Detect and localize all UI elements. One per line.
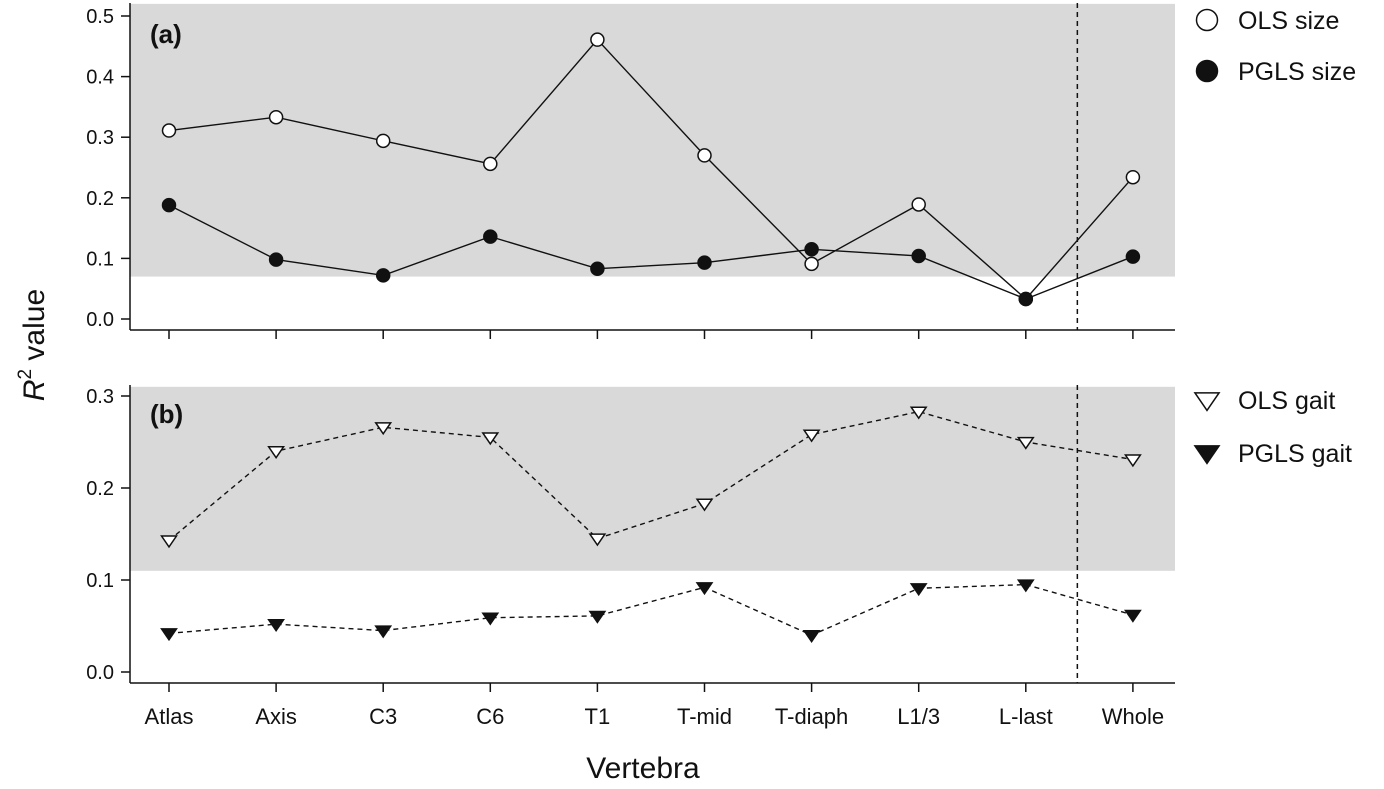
data-point — [483, 229, 498, 244]
y-tick-label: 0.1 — [86, 248, 114, 270]
data-point — [375, 268, 391, 283]
data-point — [1124, 609, 1142, 623]
legend-item: PGLS size — [1195, 58, 1356, 86]
series-line — [168, 583, 1134, 636]
y-axis-title-superscript: 2 — [15, 369, 36, 380]
legend-item: PGLS gait — [1193, 440, 1352, 468]
y-tick-label: 0.0 — [86, 662, 114, 684]
data-point — [804, 256, 819, 272]
data-point — [590, 261, 605, 276]
data-point — [1018, 291, 1034, 307]
data-point — [160, 535, 178, 549]
data-point — [804, 242, 819, 257]
data-point — [909, 406, 928, 420]
data-point — [374, 422, 393, 436]
data-point — [1016, 579, 1035, 593]
data-point — [483, 156, 498, 172]
x-tick-label: L-last — [999, 704, 1053, 729]
legend-marker — [1195, 8, 1219, 32]
legend-marker — [1193, 445, 1221, 465]
legend-item: OLS size — [1195, 7, 1339, 35]
data-point — [590, 32, 605, 47]
data-point — [375, 133, 391, 149]
x-tick-label: L1/3 — [897, 704, 940, 729]
significance-band — [130, 386, 1175, 571]
data-point — [268, 252, 284, 267]
y-tick-label: 0.4 — [86, 67, 114, 89]
x-tick-label: T1 — [585, 704, 611, 729]
data-point — [697, 255, 712, 270]
data-point — [695, 582, 714, 596]
data-point — [374, 625, 393, 639]
data-point — [911, 197, 926, 212]
y-axis-title: R2 value — [15, 289, 51, 401]
data-point — [161, 123, 177, 138]
panel-label: (a) — [150, 19, 182, 49]
data-point — [161, 197, 177, 213]
x-axis-tick-labels: Atlas Axis C3 C6 T1 T-mid T-diaph L1/3 L-last Who… — [145, 704, 1165, 729]
legend-marker — [1195, 59, 1219, 83]
y-axis-title-symbol: R — [18, 379, 51, 401]
data-point — [588, 533, 607, 547]
significance-band — [130, 3, 1175, 277]
x-tick-label: C3 — [369, 704, 397, 729]
data-point — [1016, 436, 1035, 450]
legend-label: PGLS size — [1238, 58, 1356, 86]
legend-label: OLS size — [1238, 7, 1339, 35]
panel-b: 0.0 0.1 0.2 0.3 (b) OLS gait PGLS gait — [86, 385, 1352, 692]
x-tick-label: Atlas — [145, 704, 194, 729]
series-line — [168, 204, 1134, 300]
data-point — [802, 630, 821, 644]
series-line — [168, 410, 1134, 541]
data-point — [481, 432, 500, 446]
y-tick-label: 0.5 — [86, 6, 114, 28]
series-line — [168, 38, 1134, 300]
data-point — [1125, 249, 1141, 264]
x-tick-label: Axis — [255, 704, 297, 729]
x-tick-label: T-mid — [677, 704, 732, 729]
data-point — [697, 148, 712, 163]
data-point — [267, 618, 285, 632]
data-point — [268, 109, 284, 125]
data-point — [160, 628, 178, 642]
data-point — [481, 612, 500, 626]
data-point — [588, 610, 607, 624]
x-axis-title: Vertebra — [586, 752, 700, 784]
y-tick-label: 0.3 — [86, 127, 114, 149]
x-tick-label: Whole — [1102, 704, 1164, 729]
x-tick-label: T-diaph — [775, 704, 848, 729]
data-point — [267, 446, 285, 460]
panel-a: 0.0 0.1 0.2 0.3 0.4 0.5 (a) OLS size PGLS size — [86, 3, 1356, 339]
legend-marker — [1193, 392, 1221, 412]
data-point — [695, 498, 714, 512]
y-tick-label: 0.2 — [86, 478, 114, 500]
legend-item: OLS gait — [1193, 387, 1335, 415]
legend-label: OLS gait — [1238, 387, 1335, 415]
y-axis-title-rest: value — [18, 289, 51, 369]
data-point — [802, 429, 821, 443]
x-tick-label: C6 — [476, 704, 504, 729]
data-point — [1124, 454, 1142, 468]
y-tick-label: 0.3 — [86, 386, 114, 408]
legend-label: PGLS gait — [1238, 440, 1352, 468]
data-point — [911, 248, 926, 264]
data-point — [1125, 169, 1141, 185]
panel-label: (b) — [150, 399, 183, 429]
y-tick-label: 0.2 — [86, 188, 114, 210]
y-tick-label: 0.1 — [86, 570, 114, 592]
data-point — [909, 583, 928, 597]
y-tick-label: 0.0 — [86, 309, 114, 331]
